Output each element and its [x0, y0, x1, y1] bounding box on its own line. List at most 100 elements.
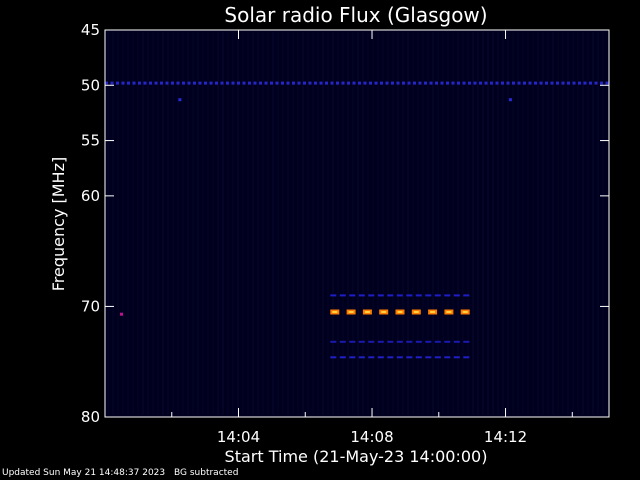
emission-halo-mark — [453, 294, 460, 297]
emission-halo-mark — [377, 340, 384, 343]
background-band-mark — [242, 81, 246, 85]
emission-halo-mark — [453, 356, 460, 359]
background-band-mark — [528, 81, 532, 85]
background-band-mark — [226, 81, 229, 85]
emission-halo-mark — [415, 294, 422, 297]
emission-core — [413, 311, 419, 313]
background-band-mark — [363, 81, 367, 85]
background-band-mark — [171, 81, 174, 85]
emission-halo-mark — [387, 340, 394, 343]
background-band-mark — [446, 81, 449, 85]
emission-halo-mark — [330, 294, 337, 297]
background-band-mark — [391, 81, 394, 85]
background-band-mark — [319, 81, 323, 85]
background-band-mark — [308, 81, 312, 85]
emission-halo-mark — [358, 340, 365, 343]
background-band-mark — [248, 81, 251, 85]
background-band-mark — [506, 81, 510, 85]
emission-core — [364, 311, 370, 313]
background-band-mark — [545, 81, 548, 85]
emission-core — [430, 311, 436, 313]
emission-halo-mark — [396, 340, 403, 343]
x-tick-label: 14:08 — [350, 428, 393, 446]
background-band-mark — [600, 81, 603, 85]
background-band-mark — [198, 81, 202, 85]
emission-core — [332, 311, 338, 313]
emission-halo-mark — [444, 340, 451, 343]
background-band-mark — [160, 81, 163, 85]
y-tick-label: 45 — [81, 21, 100, 39]
background-band-mark — [297, 81, 301, 85]
background-band-mark — [561, 81, 565, 85]
background-band-mark — [176, 81, 180, 85]
background-band-mark — [105, 81, 108, 85]
background-band-mark — [523, 81, 526, 85]
emission-halo-mark — [368, 340, 375, 343]
background-band-mark — [594, 81, 598, 85]
y-axis-label: Frequency [MHz] — [49, 157, 68, 291]
background-band-mark — [314, 81, 317, 85]
background-band-mark — [539, 81, 543, 85]
background-band-mark — [110, 81, 114, 85]
background-band-mark — [490, 81, 493, 85]
background-band-mark — [556, 81, 559, 85]
emission-halo-mark — [349, 294, 356, 297]
background-band-mark — [484, 81, 488, 85]
background-band-mark — [385, 81, 389, 85]
background-band-mark — [578, 81, 581, 85]
emission-halo-mark — [415, 356, 422, 359]
background-band-mark — [413, 81, 416, 85]
emission-halo-mark — [415, 340, 422, 343]
x-tick-label: 14:12 — [484, 428, 527, 446]
background-band-mark — [473, 81, 477, 85]
emission-core — [381, 311, 387, 313]
emission-halo-mark — [330, 340, 337, 343]
emission-halo-mark — [377, 356, 384, 359]
background-band-mark — [215, 81, 218, 85]
background-band-mark — [259, 81, 262, 85]
background-band-mark — [187, 81, 191, 85]
emission-halo-mark — [339, 340, 346, 343]
emission-core — [446, 311, 452, 313]
emission-halo-mark — [425, 294, 432, 297]
background-dot-mark — [178, 98, 182, 102]
background-band-mark — [182, 81, 185, 85]
background-band-mark — [495, 81, 499, 85]
emission-features — [105, 81, 609, 359]
background-band-mark — [253, 81, 257, 85]
emission-halo-mark — [396, 294, 403, 297]
background-band-mark — [204, 81, 207, 85]
background-band-mark — [468, 81, 471, 85]
emission-halo-mark — [339, 294, 346, 297]
emission-halo-mark — [453, 340, 460, 343]
y-tick-label: 55 — [81, 132, 100, 150]
background-band-mark — [374, 81, 378, 85]
background-band-mark — [275, 81, 279, 85]
emission-halo-mark — [444, 294, 451, 297]
background-band-mark — [303, 81, 306, 85]
background-band-mark — [336, 81, 339, 85]
emission-halo-mark — [434, 294, 441, 297]
emission-halo-mark — [425, 356, 432, 359]
x-tick-label: 14:04 — [217, 428, 260, 446]
background-band-mark — [358, 81, 361, 85]
emission-core — [397, 311, 403, 313]
background-band-mark — [457, 81, 460, 85]
background-band-mark — [193, 81, 196, 85]
background-dot-mark — [508, 98, 512, 102]
emission-halo-mark — [434, 340, 441, 343]
background-band-mark — [462, 81, 466, 85]
background-band-mark — [138, 81, 141, 85]
emission-halo-mark — [377, 294, 384, 297]
background-band-mark — [424, 81, 427, 85]
background-band-mark — [435, 81, 438, 85]
y-tick-label: 70 — [81, 297, 100, 315]
background-band-mark — [517, 81, 521, 85]
background-band-mark — [451, 81, 455, 85]
background-band-mark — [369, 81, 372, 85]
background-band-mark — [534, 81, 537, 85]
updated-timestamp: Updated Sun May 21 14:48:37 2023 — [2, 468, 166, 478]
background-band-mark — [567, 81, 570, 85]
background-band-mark — [402, 81, 405, 85]
